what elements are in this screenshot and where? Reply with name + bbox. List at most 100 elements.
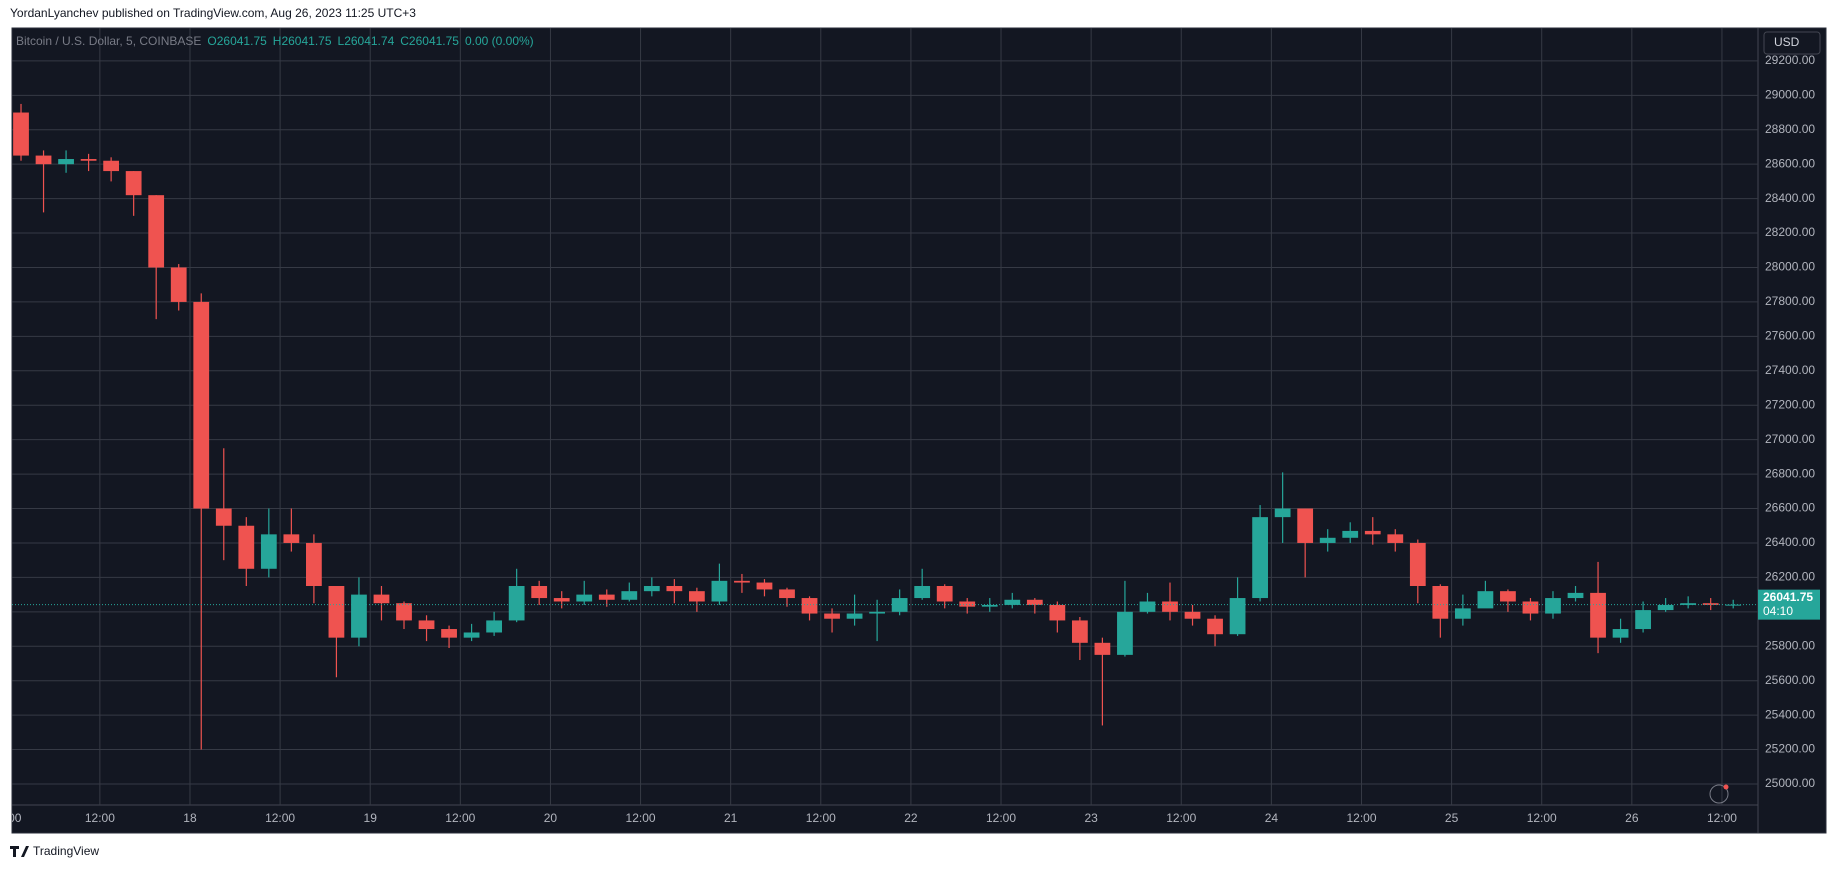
- currency[interactable]: USD: [1774, 35, 1800, 49]
- brand: TradingView: [33, 844, 99, 858]
- x-tick-label: 0:00: [0, 811, 22, 825]
- x-tick-label: 12:00: [1166, 811, 1196, 825]
- x-axis: 0:00 12:00 18 12:00 19 12:00 20 12:00 21 12:00 22 1…: [0, 811, 1737, 825]
- candle-body: [666, 586, 683, 592]
- candle-body: [418, 620, 435, 630]
- candle-body: [148, 195, 165, 268]
- candle-body: [598, 594, 615, 600]
- candle-body: [801, 598, 818, 614]
- ohlc-value: L26041.74: [338, 34, 395, 48]
- y-tick-label: 28600.00: [1765, 156, 1815, 170]
- candle-body: [1297, 508, 1314, 543]
- candle-body: [1590, 592, 1606, 638]
- candle-body: [1432, 586, 1449, 619]
- x-tick-label: 22: [904, 811, 918, 825]
- candle-body: [1139, 601, 1156, 612]
- candle-body: [193, 301, 210, 509]
- candle-body: [531, 586, 548, 599]
- candle-body: [103, 160, 120, 172]
- y-tick-label: 25800.00: [1765, 638, 1815, 652]
- candle-body: [779, 589, 795, 599]
- y-tick-label: 27600.00: [1765, 329, 1815, 343]
- y-tick-label: 25000.00: [1765, 776, 1815, 790]
- y-tick-label: 26400.00: [1765, 535, 1815, 549]
- candle-body: [936, 586, 953, 602]
- candle-body: [170, 267, 187, 302]
- ohlc-value: 0.00 (0.00%): [465, 34, 534, 48]
- candle-body: [553, 598, 570, 602]
- x-tick-label: 24: [1265, 811, 1279, 825]
- x-tick-label: 21: [724, 811, 738, 825]
- x-tick-label: 19: [364, 811, 378, 825]
- candle-body: [1184, 611, 1201, 619]
- candle-body: [621, 591, 638, 600]
- x-tick-label: 18: [183, 811, 197, 825]
- x-tick-label: 12:00: [626, 811, 656, 825]
- candle-body: [756, 582, 773, 590]
- brand-logo: [10, 846, 29, 857]
- x-tick-label: 12:00: [1346, 811, 1376, 825]
- candle-body: [1680, 603, 1697, 605]
- candle-body: [125, 171, 142, 196]
- last-price-label: 26041.75: [1763, 590, 1813, 604]
- y-tick-label: 25400.00: [1765, 707, 1815, 721]
- ohlc-value: H26041.75: [273, 34, 332, 48]
- candle-body: [486, 620, 503, 633]
- currency-box[interactable]: [1763, 31, 1821, 55]
- candle-body: [1162, 601, 1178, 612]
- last-price-box: [1758, 589, 1820, 620]
- candle-body: [981, 604, 998, 607]
- candle-body: [1545, 598, 1561, 614]
- x-tick-label: 25: [1445, 811, 1459, 825]
- bolt-icon[interactable]: [1709, 784, 1729, 804]
- candle-body: [643, 586, 660, 592]
- candle-body: [1567, 592, 1584, 599]
- y-tick-label: 27200.00: [1765, 397, 1815, 411]
- y-tick-label: 29200.00: [1765, 53, 1815, 67]
- candle-body: [734, 580, 750, 583]
- candle-body: [1026, 599, 1043, 605]
- candle-body: [959, 601, 976, 607]
- candle-body: [238, 525, 255, 569]
- candle-body: [260, 534, 277, 569]
- x-tick-label: 12:00: [1707, 811, 1737, 825]
- y-tick-label: 25200.00: [1765, 742, 1815, 756]
- x-tick-label: 12:00: [85, 811, 115, 825]
- candle-body: [1454, 608, 1471, 619]
- candle-body: [1635, 610, 1651, 630]
- y-tick-label: 29000.00: [1765, 87, 1815, 101]
- candle-body: [463, 632, 480, 638]
- candle-body: [1387, 534, 1404, 543]
- y-tick-label: 27000.00: [1765, 432, 1815, 446]
- candle-body: [891, 598, 908, 612]
- y-tick-label: 27800.00: [1765, 294, 1815, 308]
- candle-body: [351, 594, 367, 638]
- candle-body: [688, 591, 705, 602]
- candle-body: [373, 594, 390, 604]
- candle-body: [1612, 629, 1629, 638]
- candle-body: [824, 613, 840, 619]
- candle-body: [1004, 599, 1021, 605]
- y-tick-label: 26200.00: [1765, 570, 1815, 584]
- candle-body: [1207, 618, 1223, 635]
- ohlc-value: O26041.75: [207, 34, 267, 48]
- candle-body: [1094, 642, 1111, 655]
- y-tick-label: 28200.00: [1765, 225, 1815, 239]
- y-tick-label: 28000.00: [1765, 260, 1815, 274]
- candle-body: [1702, 603, 1719, 605]
- candle-body: [1319, 537, 1336, 543]
- candle-body: [1477, 591, 1494, 609]
- candle-body: [914, 586, 931, 599]
- countdown: 04:10: [1763, 604, 1793, 618]
- y-tick-label: 27400.00: [1765, 363, 1815, 377]
- candle-body: [1409, 542, 1426, 587]
- candle-body: [1500, 591, 1516, 602]
- x-tick-label: 12:00: [806, 811, 836, 825]
- y-tick-label: 26600.00: [1765, 501, 1815, 515]
- x-tick-label: 26: [1625, 811, 1639, 825]
- candle-body: [1342, 530, 1359, 538]
- x-tick-label: 23: [1084, 811, 1098, 825]
- candle-body: [576, 594, 593, 602]
- candle-body: [13, 112, 29, 156]
